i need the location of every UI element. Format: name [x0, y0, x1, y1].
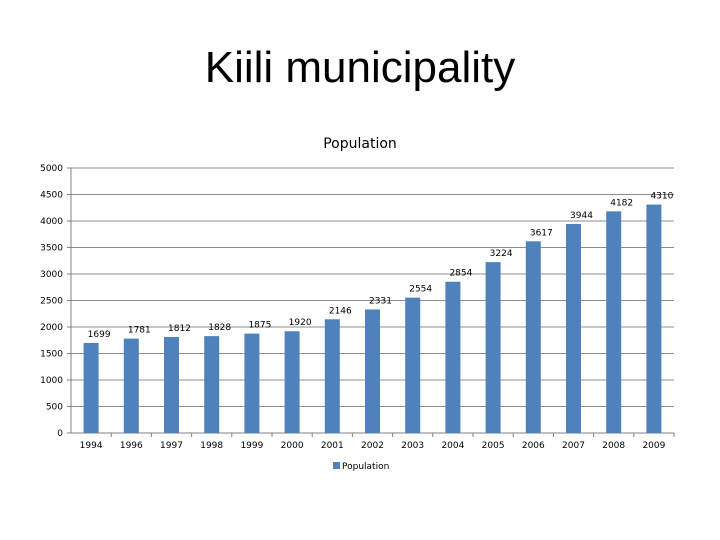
bars: [83, 204, 662, 433]
y-tick-label: 4500: [40, 191, 63, 201]
bar-2005: [485, 262, 501, 433]
x-tick-label: 2002: [361, 441, 384, 451]
bar-1997: [164, 336, 179, 433]
bar-2000: [284, 331, 300, 433]
slide-title: Kiili municipality: [204, 43, 516, 92]
data-label-2004: 2854: [449, 269, 472, 279]
bar-1999: [244, 333, 260, 433]
x-tick-label: 2000: [281, 441, 304, 451]
x-tick-label: 2005: [482, 441, 505, 451]
bar-1996: [123, 338, 139, 433]
x-tick-label: 2008: [602, 441, 625, 451]
legend-label-population: Population: [342, 462, 389, 472]
x-tick-label: 2009: [642, 441, 665, 451]
x-tick-label: 1997: [160, 441, 183, 451]
y-tick-label: 3000: [40, 270, 63, 280]
data-label-2007: 3944: [570, 211, 593, 221]
x-tick-label: 2007: [562, 441, 585, 451]
x-tick-label: 2006: [522, 441, 545, 451]
y-tick-label: 2500: [40, 297, 63, 307]
data-label-1997: 1812: [168, 324, 191, 334]
data-label-2008: 4182: [610, 198, 633, 208]
data-label-1996: 1781: [128, 326, 151, 336]
x-axis-tick-labels: 1994 1996 1997 1998 1999 2000 2001 2002 2003 2004…: [80, 441, 666, 451]
x-tick-label: 1994: [80, 441, 103, 451]
bar-2007: [566, 223, 581, 433]
bar-2008: [606, 211, 622, 433]
y-tick-label: 1000: [40, 376, 63, 386]
data-label-2003: 2554: [409, 285, 432, 295]
bar-2002: [365, 309, 380, 433]
data-labels: 1699 1781 1812 1828 1875 1920 2146 2331 2554 2854…: [88, 192, 674, 340]
bar-2004: [445, 281, 461, 433]
data-label-2005: 3224: [490, 249, 513, 259]
y-tick-label: 2000: [40, 323, 63, 333]
y-tick-label: 5000: [40, 164, 63, 174]
bar-2009: [646, 204, 662, 433]
y-tick-label: 3500: [40, 244, 63, 254]
data-label-2001: 2146: [329, 306, 352, 316]
data-label-2006: 3617: [530, 228, 553, 238]
y-tick-label: 0: [57, 429, 63, 439]
bar-2006: [525, 241, 541, 433]
bar-1994: [83, 342, 99, 433]
x-tick-label: 2003: [401, 441, 424, 451]
legend-swatch-population: [333, 462, 340, 469]
chart-title: Population: [323, 136, 397, 152]
y-tick-label: 1500: [40, 350, 63, 360]
data-label-1994: 1699: [88, 330, 111, 340]
x-tick-label: 1998: [200, 441, 223, 451]
legend: Population: [333, 462, 389, 472]
x-tick-label: 2001: [321, 441, 344, 451]
data-label-1999: 1875: [248, 321, 271, 331]
y-tick-label: 4000: [40, 217, 63, 227]
data-label-2002: 2331: [369, 296, 392, 306]
data-label-1998: 1828: [208, 323, 231, 333]
x-tick-label: 2004: [441, 441, 464, 451]
x-tick-label: 1996: [120, 441, 143, 451]
bar-2003: [405, 297, 421, 433]
data-label-2000: 1920: [289, 318, 312, 328]
x-tick-label: 1999: [240, 441, 263, 451]
data-label-2009: 4310: [650, 192, 673, 202]
bar-1998: [204, 336, 220, 433]
y-tick-label: 500: [46, 403, 63, 413]
y-axis-tick-labels: 0 500 1000 1500 2000 2500 3000 3500 4000 4500 5000: [40, 164, 63, 439]
bar-2001: [324, 319, 340, 433]
